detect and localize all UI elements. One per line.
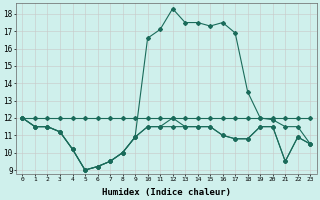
X-axis label: Humidex (Indice chaleur): Humidex (Indice chaleur) [102,188,231,197]
